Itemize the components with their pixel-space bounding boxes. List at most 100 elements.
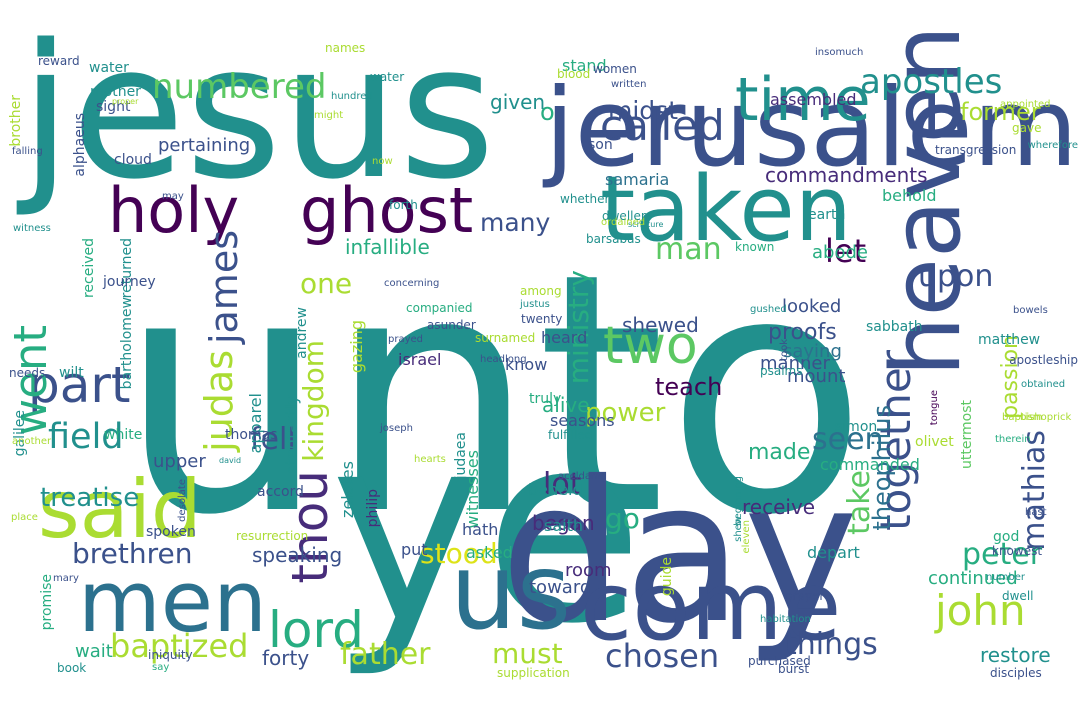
word-47: go xyxy=(605,502,640,535)
word-74: stand xyxy=(562,56,607,75)
word-184: resurrection xyxy=(236,529,309,543)
word-76: son xyxy=(588,137,613,153)
word-96: hath xyxy=(462,520,499,539)
word-172: bishoprick xyxy=(1020,412,1072,423)
word-61: made xyxy=(748,440,811,465)
word-183: desolate xyxy=(177,479,188,522)
word-146: forth xyxy=(389,198,418,212)
word-166: headlong xyxy=(480,354,527,365)
word-169: tongue xyxy=(929,390,940,426)
word-149: may xyxy=(162,191,184,202)
word-138: written xyxy=(611,79,647,90)
word-105: galilee xyxy=(12,410,28,457)
word-55: commandments xyxy=(765,163,928,187)
word-88: accord xyxy=(257,484,304,500)
word-63: began xyxy=(532,511,595,535)
word-176: baptism xyxy=(1002,412,1043,423)
word-159: among xyxy=(520,284,562,298)
word-181: hast xyxy=(1025,507,1047,518)
word-1: ye xyxy=(330,379,644,681)
word-14: two xyxy=(603,316,698,376)
word-71: apparel xyxy=(246,393,265,454)
word-73: gazing xyxy=(347,320,366,374)
word-93: beheld xyxy=(528,480,583,499)
word-106: wait xyxy=(75,641,113,662)
word-97: zelotes xyxy=(338,461,357,518)
word-162: asunder xyxy=(427,318,476,332)
word-95: put xyxy=(401,540,428,559)
word-144: scripture xyxy=(628,220,664,229)
word-155: needs xyxy=(9,366,46,380)
word-167: psalms xyxy=(760,364,803,378)
word-11: holy xyxy=(108,174,240,247)
word-29: chosen xyxy=(605,637,720,675)
word-92: seasons xyxy=(550,411,615,430)
word-121: judaea xyxy=(453,432,469,480)
word-125: matthew xyxy=(978,332,1041,348)
word-32: things xyxy=(785,627,878,662)
word-56: infallible xyxy=(345,235,430,259)
word-85: depart xyxy=(807,543,860,562)
word-129: reward xyxy=(38,54,80,68)
word-113: journey xyxy=(103,274,156,290)
word-46: midst xyxy=(608,96,678,125)
word-17: part xyxy=(28,356,131,414)
word-75: assembled xyxy=(770,90,857,109)
word-27: father xyxy=(340,637,431,672)
word-10: said xyxy=(38,463,202,556)
word-58: proofs xyxy=(768,320,837,345)
word-168: bowels xyxy=(1013,305,1048,316)
word-163: took xyxy=(779,339,790,361)
word-195: book xyxy=(57,661,87,675)
word-122: uttermost xyxy=(959,400,975,469)
word-54: o xyxy=(540,98,555,126)
word-45: stood xyxy=(420,537,498,570)
word-7: men xyxy=(78,553,267,652)
word-120: wilt xyxy=(59,365,84,381)
word-115: cloud xyxy=(114,152,152,168)
word-198: habitation xyxy=(760,614,811,625)
word-193: say xyxy=(152,662,170,673)
word-64: shewed xyxy=(622,313,699,337)
word-12: ghost xyxy=(300,174,474,247)
word-40: upon xyxy=(918,259,994,294)
word-119: white xyxy=(104,427,143,443)
word-98: philip xyxy=(365,489,381,528)
word-158: companied xyxy=(406,301,473,315)
word-4: jerusalem xyxy=(544,66,1078,191)
word-165: surnamed xyxy=(475,331,536,345)
word-154: known xyxy=(735,240,775,254)
word-28: baptized xyxy=(110,627,249,665)
word-51: one xyxy=(300,267,353,300)
word-118: water xyxy=(89,60,129,76)
word-110: received xyxy=(81,238,97,299)
word-137: women xyxy=(593,62,637,76)
word-26: numbered xyxy=(152,67,327,107)
word-43: treatise xyxy=(40,483,140,513)
word-99: know xyxy=(505,355,548,374)
word-24: james xyxy=(202,230,246,345)
word-66: receive xyxy=(742,495,816,519)
word-132: hundred xyxy=(331,91,373,102)
word-180: knowest xyxy=(992,544,1043,558)
word-164: prayed xyxy=(388,334,424,345)
word-62: speaking xyxy=(252,543,343,567)
word-84: continued xyxy=(928,568,1018,589)
word-39: let xyxy=(825,232,867,270)
word-104: bartholomew xyxy=(119,297,135,390)
word-200: burst xyxy=(778,662,810,676)
word-89: heard xyxy=(541,328,588,347)
word-16: john xyxy=(935,586,1026,635)
word-30: mathias xyxy=(1017,430,1052,551)
word-59: given xyxy=(490,90,546,114)
word-79: looked xyxy=(782,296,842,317)
word-127: god xyxy=(993,529,1020,545)
word-23: apostles xyxy=(860,62,1003,102)
word-80: saying xyxy=(783,341,842,362)
word-145: now xyxy=(372,156,393,167)
word-2: jesus xyxy=(20,4,496,220)
word-197: supplication xyxy=(497,666,570,680)
word-19: called xyxy=(600,101,725,150)
word-38: fell xyxy=(250,422,296,457)
